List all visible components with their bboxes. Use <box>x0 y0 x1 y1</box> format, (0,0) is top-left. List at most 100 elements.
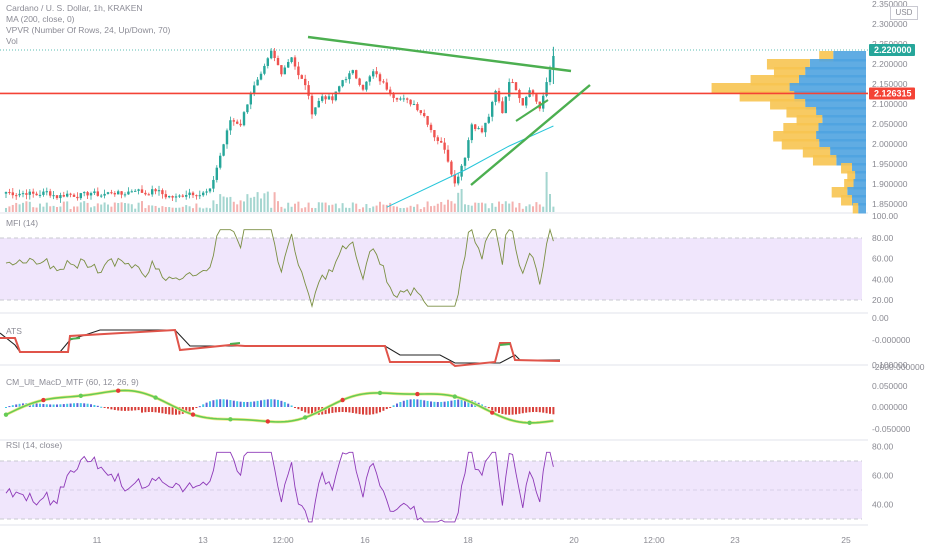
candle-body <box>32 191 35 194</box>
cm-pane-label[interactable]: CM_Ult_MacD_MTF (60, 12, 26, 9) <box>6 377 139 387</box>
macd-hist-bar <box>35 403 38 407</box>
candle-body <box>222 144 225 156</box>
current-price-label: 2.220000 <box>874 45 912 55</box>
macd-hist-bar <box>351 407 354 413</box>
volume-bar <box>307 202 310 212</box>
volume-bar <box>321 202 324 212</box>
volume-bar <box>351 202 354 212</box>
macd-cross-dot <box>116 388 121 393</box>
time-tick-label: 23 <box>730 535 740 545</box>
candle-body <box>69 193 72 195</box>
macd-hist-bar <box>219 399 222 407</box>
volume-bar <box>22 202 24 212</box>
candle-body <box>290 57 293 63</box>
volume-bar <box>433 205 436 212</box>
rsi-pane-label[interactable]: RSI (14, close) <box>6 440 63 450</box>
macd-hist-bar <box>117 407 120 411</box>
candle-body <box>120 191 123 195</box>
macd-hist-bar <box>249 401 252 407</box>
candle-body <box>266 58 269 66</box>
candle-body <box>15 195 18 197</box>
mfi-line <box>5 228 554 308</box>
vpvr-down-bar <box>819 139 866 150</box>
vpvr-down-bar <box>789 83 866 94</box>
vpvr-down-bar <box>818 123 866 134</box>
candle-body <box>327 96 331 100</box>
candle-body <box>106 192 110 194</box>
currency-unit-button[interactable]: USD <box>890 6 918 20</box>
candle-body <box>117 191 120 195</box>
volume-bar <box>107 204 109 212</box>
volume-bar <box>83 201 86 212</box>
ats-green-segment <box>69 337 81 340</box>
macd-hist-bar <box>188 407 191 412</box>
macd-hist-bar <box>110 407 113 410</box>
volume-bar <box>181 206 184 212</box>
price-tick-label: 2.000000 <box>872 139 908 149</box>
macd-hist-bar <box>192 407 194 410</box>
ats-pane-label[interactable]: ATS <box>6 326 22 336</box>
volume-bar <box>402 208 405 212</box>
candle-body <box>453 174 456 184</box>
volume-bar <box>260 198 262 212</box>
mfi-tick-label: 20.00 <box>872 295 894 305</box>
volume-bar <box>205 207 208 212</box>
symbol-title[interactable]: Cardano / U. S. Dollar, 1h, KRAKEN <box>6 3 143 13</box>
volume-bar <box>124 203 126 212</box>
vpvr-down-bar <box>809 59 866 70</box>
candle-body <box>164 194 167 198</box>
macd-hist-bar <box>273 399 276 407</box>
macd-hist-bar <box>243 401 245 407</box>
macd-hist-bar <box>549 407 551 414</box>
candle-body <box>409 99 412 105</box>
candle-body <box>474 124 477 130</box>
vpvr-up-bar <box>841 163 852 174</box>
volume-bar <box>430 206 432 212</box>
volume-bar <box>226 197 228 212</box>
vpvr-up-bar <box>812 155 837 166</box>
volume-bar <box>348 207 351 212</box>
candle-body <box>236 121 239 124</box>
volume-bar <box>212 200 215 212</box>
volume-bar <box>511 201 514 212</box>
macd-hist-bar <box>365 407 368 415</box>
candle-body <box>246 104 249 113</box>
candle-body <box>256 79 259 86</box>
mfi-pane-label[interactable]: MFI (14) <box>6 218 39 228</box>
price-candles[interactable] <box>4 46 555 203</box>
candle-body <box>154 189 157 192</box>
macd-hist-bar <box>423 400 426 407</box>
volume-bar <box>164 206 167 212</box>
macd-hist-bar <box>195 407 198 409</box>
vpvr-down-bar <box>833 51 866 62</box>
volume-bar <box>453 203 456 212</box>
macd-hist-bar <box>368 407 371 415</box>
macd-hist-bar <box>433 401 436 407</box>
volume-bar <box>341 203 344 212</box>
macd-hist-bar <box>171 407 174 415</box>
trendline-drawings[interactable] <box>0 35 868 186</box>
candle-body <box>399 98 402 100</box>
candle-body <box>293 57 297 67</box>
macd-hist-bar <box>202 404 205 407</box>
rsi-line <box>5 451 554 523</box>
vpvr-down-bar <box>816 107 866 118</box>
ma-legend[interactable]: MA (200, close, 0) <box>6 14 75 24</box>
macd-hist-bar <box>5 407 7 408</box>
macd-cross-dot <box>190 412 196 417</box>
candle-body <box>55 195 59 199</box>
vol-legend[interactable]: Vol <box>6 36 18 46</box>
macd-hist-bar <box>232 400 235 407</box>
macd-hist-bar <box>484 406 487 408</box>
volume-bar <box>375 205 378 212</box>
candle-body <box>321 96 324 101</box>
volume-bar <box>266 191 269 212</box>
volume-bar <box>385 204 388 212</box>
candle-body <box>215 167 218 180</box>
vpvr-down-bar <box>794 91 866 102</box>
candle-body <box>433 130 436 138</box>
vpvr-legend[interactable]: VPVR (Number Of Rows, 24, Up/Down, 70) <box>6 25 171 35</box>
macd-hist-bar <box>8 406 11 408</box>
macd-hist-bar <box>49 404 52 407</box>
